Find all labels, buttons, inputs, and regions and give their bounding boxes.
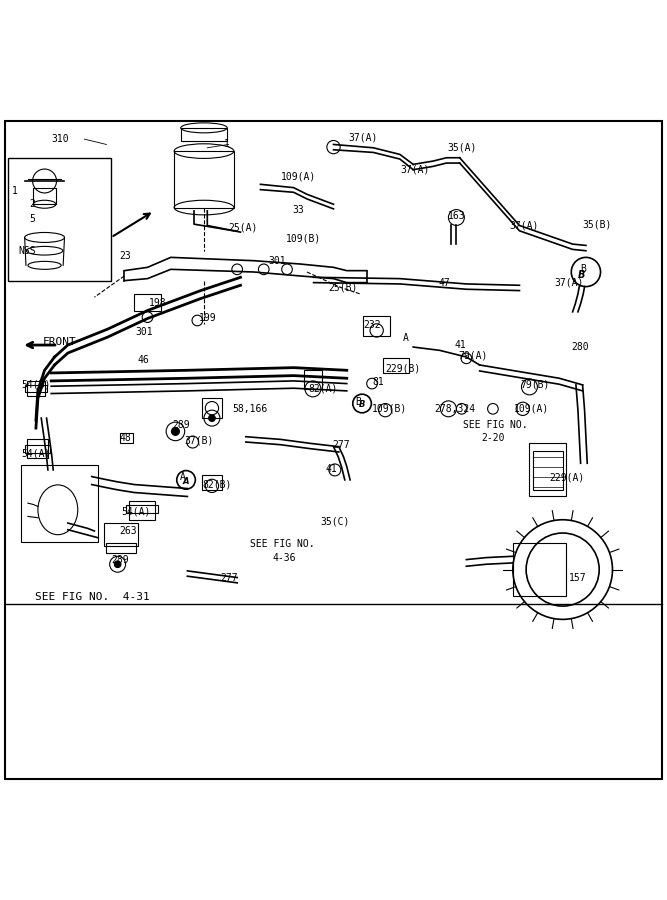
Bar [25,445,50,453]
Bar [129,501,155,519]
Text: NSS: NSS [18,246,35,256]
Circle shape [209,415,215,421]
Text: FRONT: FRONT [43,338,76,347]
Text: 232: 232 [364,320,381,330]
Bar [21,465,97,542]
Text: 54(B): 54(B) [21,380,51,390]
Bar [25,385,47,392]
Text: 229(A): 229(A) [550,472,584,483]
Bar [364,316,390,336]
Text: 47: 47 [438,277,450,288]
Text: 37(A): 37(A) [400,165,430,175]
Bar [202,475,222,490]
Text: B: B [355,397,361,407]
Bar [530,444,566,497]
Text: 2-20: 2-20 [481,433,504,443]
Bar [174,151,234,208]
Text: 301: 301 [268,256,286,266]
Text: 33: 33 [292,204,304,214]
Bar [27,439,48,458]
Text: 4-36: 4-36 [272,553,296,562]
Bar [513,543,566,596]
Text: 301: 301 [135,327,153,337]
Text: 48: 48 [119,433,131,443]
Text: 229(B): 229(B) [386,364,421,374]
Text: 198: 198 [149,298,167,308]
Text: A: A [183,477,189,486]
Text: 1: 1 [12,186,18,196]
Bar [119,434,133,444]
Bar [8,158,111,281]
Text: 23: 23 [119,251,131,261]
Text: B: B [578,270,585,280]
Text: 263: 263 [119,526,137,536]
Bar [303,370,322,389]
Text: 25(A): 25(A) [229,222,258,232]
Text: 37(A): 37(A) [510,220,539,230]
Bar [384,358,409,373]
Bar [202,398,222,418]
Text: 1: 1 [224,140,229,149]
Text: 277: 277 [332,440,350,450]
Text: A: A [179,472,185,482]
Bar [533,451,563,490]
Text: 199: 199 [199,313,217,323]
Text: 278,324: 278,324 [434,404,476,414]
Bar [33,187,56,204]
Text: 310: 310 [51,134,69,144]
Bar [27,381,45,395]
Text: A: A [404,333,409,344]
Text: 2: 2 [29,199,35,209]
Bar [181,128,227,141]
Text: 109(A): 109(A) [514,404,550,414]
Text: SEE FIG NO.: SEE FIG NO. [251,539,315,549]
Text: 109(B): 109(B) [372,404,408,414]
Text: 35(C): 35(C) [320,517,350,526]
Text: SEE FIG NO.  4-31: SEE FIG NO. 4-31 [35,592,149,602]
Text: 82(B): 82(B) [202,480,231,490]
Bar [126,505,158,513]
Text: B: B [359,400,366,410]
Text: 37(A): 37(A) [349,133,378,143]
Text: 37(B): 37(B) [184,435,213,445]
Circle shape [114,561,121,568]
Text: 54(A): 54(A) [21,448,51,458]
Text: 81: 81 [372,377,384,387]
Text: 79(B): 79(B) [521,380,550,390]
Bar [104,523,137,546]
Text: 289: 289 [111,554,129,564]
Text: SEE FIG NO.: SEE FIG NO. [463,419,528,430]
Circle shape [171,428,179,436]
Text: 157: 157 [570,572,587,582]
Text: 277: 277 [221,572,238,582]
Text: B: B [580,265,586,274]
Text: 25(B): 25(B) [328,283,358,293]
Text: 82(A): 82(A) [308,384,338,394]
Bar [134,294,161,310]
Text: 289: 289 [173,419,190,430]
Text: 46: 46 [137,356,149,365]
Bar [106,543,135,553]
Text: 35(B): 35(B) [582,220,612,230]
Text: 37(A): 37(A) [554,277,584,288]
Text: 54(A): 54(A) [121,506,150,516]
Text: 163: 163 [448,212,466,221]
Text: 79(A): 79(A) [458,351,488,361]
Text: 41: 41 [325,464,338,473]
Text: 41: 41 [454,340,466,350]
Text: 35(A): 35(A) [448,143,477,153]
Text: 5: 5 [29,214,35,224]
Text: 58,166: 58,166 [233,404,267,414]
Text: 280: 280 [572,342,589,352]
Text: 109(B): 109(B) [285,234,321,244]
Text: 109(A): 109(A) [280,171,315,181]
